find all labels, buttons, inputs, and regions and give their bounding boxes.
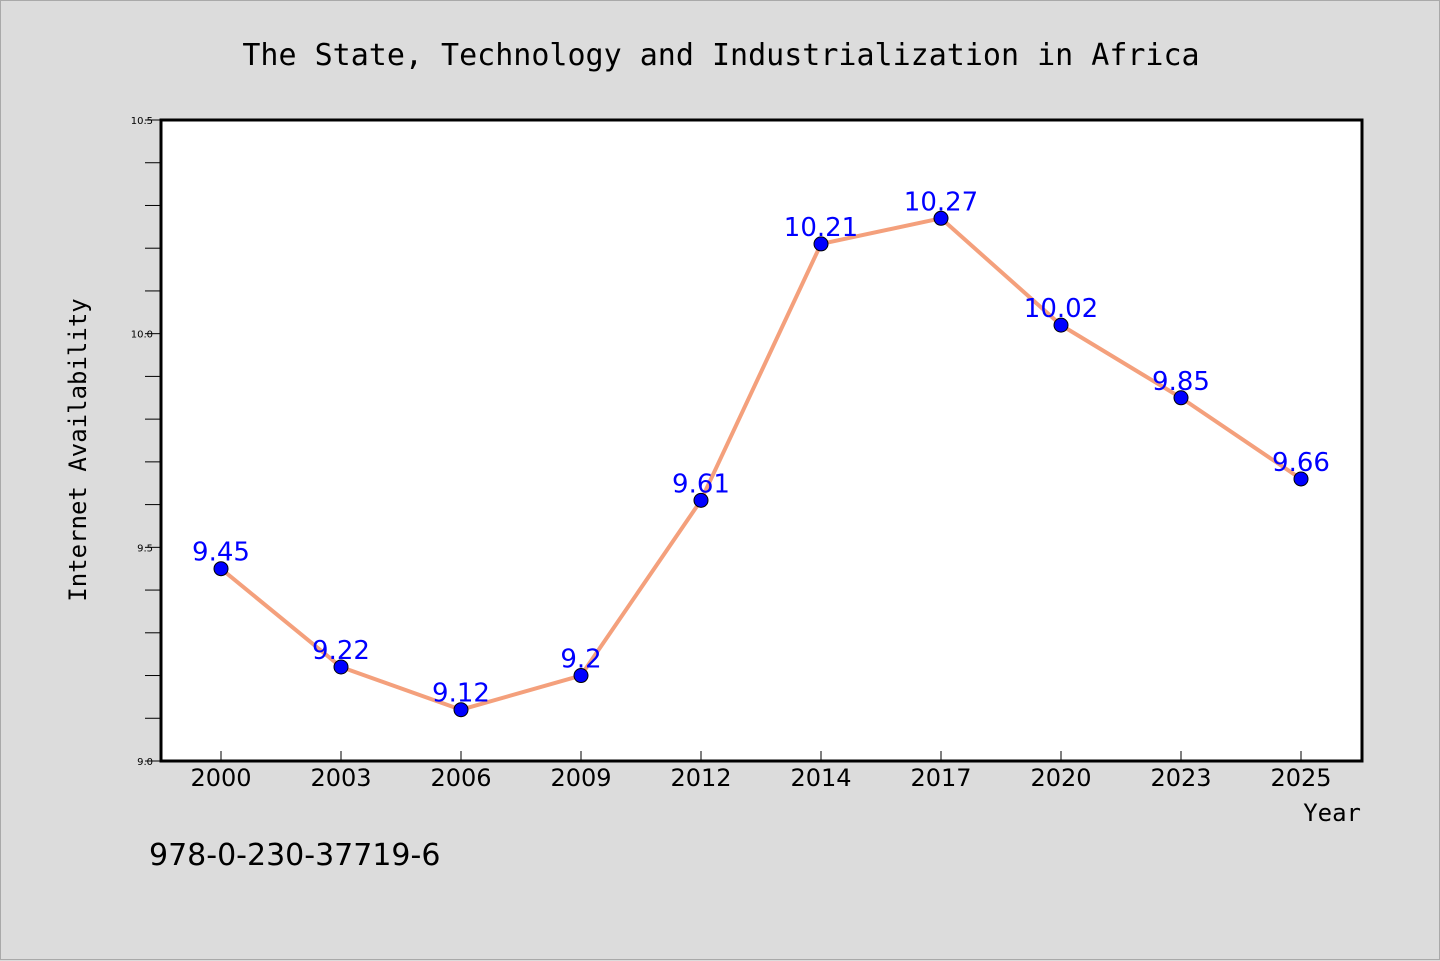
x-axis-label: Year [1303, 799, 1361, 827]
data-label: 9.12 [432, 679, 490, 709]
data-point [573, 668, 589, 684]
y-tick-label: 9.5 [137, 543, 153, 554]
chart-title: The State, Technology and Industrializat… [242, 38, 1199, 73]
data-label: 9.85 [1152, 367, 1210, 397]
y-axis: 9.0 9.5 10.0 10.5 [131, 116, 161, 768]
series-line [219, 216, 1303, 712]
data-point [1173, 390, 1189, 406]
data-point [813, 236, 829, 252]
x-tick-label: 2014 [790, 764, 851, 792]
markers-group [213, 210, 1309, 718]
data-label: 10.02 [1024, 294, 1098, 324]
isbn-footer: 978-0-230-37719-6 [149, 838, 440, 873]
series-line-group [219, 216, 1303, 712]
y-tick-label: 10.5 [131, 116, 153, 127]
data-label: 10.21 [784, 213, 858, 243]
plot-area [159, 118, 1364, 763]
x-tick-label: 2003 [310, 764, 371, 792]
x-tick-label: 2012 [670, 764, 731, 792]
data-label: 9.66 [1272, 448, 1330, 478]
x-tick-label: 2000 [190, 764, 251, 792]
x-tick-label: 2023 [1150, 764, 1211, 792]
y-axis-label: Internet Availability [64, 298, 92, 601]
data-point [453, 702, 469, 718]
data-point [693, 492, 709, 508]
x-tick-label: 2009 [550, 764, 611, 792]
data-label: 9.2 [560, 645, 601, 675]
x-tick-label: 2025 [1270, 764, 1331, 792]
data-point [1293, 471, 1309, 487]
x-tick-label: 2006 [430, 764, 491, 792]
data-point [333, 659, 349, 675]
data-labels-group: 9.45 9.22 9.12 9.2 9.61 10.21 10.27 10.02 9.85 9.… [192, 187, 1330, 708]
y-tick-label: 9.0 [137, 757, 153, 768]
data-label: 9.22 [312, 636, 370, 666]
x-tick-label: 2017 [910, 764, 971, 792]
data-point [1053, 317, 1069, 333]
x-axis: 2000 2003 2006 2009 2012 2014 2017 2020 2023 2025 [190, 751, 1332, 792]
y-tick-label: 10.0 [131, 330, 153, 341]
data-label: 9.61 [672, 469, 730, 499]
data-label: 10.27 [904, 187, 978, 217]
data-point [213, 561, 229, 577]
data-label: 9.45 [192, 538, 250, 568]
data-point [933, 210, 949, 226]
x-tick-label: 2020 [1030, 764, 1091, 792]
